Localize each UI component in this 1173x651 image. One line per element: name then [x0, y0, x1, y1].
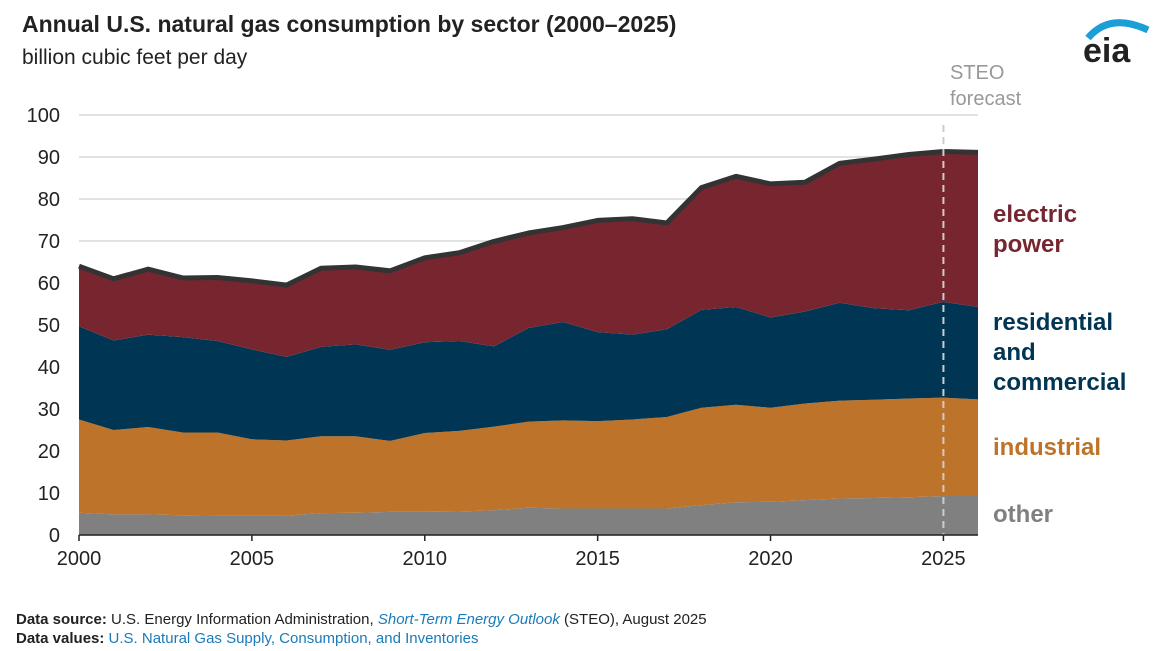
area	[79, 301, 978, 441]
x-tick-label: 2000	[57, 548, 102, 570]
x-tick-label: 2015	[575, 548, 620, 570]
footer-link[interactable]: U.S. Natural Gas Supply, Consumption, an…	[108, 630, 479, 647]
footer-text: U.S. Energy Information Administration,	[111, 611, 374, 628]
y-tick-label: 20	[38, 441, 60, 463]
y-tick-label: 100	[27, 105, 60, 127]
y-tick-label: 40	[38, 357, 60, 379]
series-label: residential and commercial	[993, 309, 1127, 397]
area	[79, 495, 978, 535]
footer-label: Data source:	[16, 611, 107, 628]
x-tick-label: 2025	[921, 548, 966, 570]
area	[79, 397, 978, 516]
y-tick-label: 0	[49, 525, 60, 547]
x-tick-label: 2005	[230, 548, 275, 570]
annotation: STEO forecast	[950, 62, 1022, 110]
series-label: other	[993, 501, 1053, 529]
x-tick-label: 2020	[748, 548, 793, 570]
x-tick-label: 2010	[403, 548, 448, 570]
y-tick-label: 30	[38, 399, 60, 421]
y-tick-label: 50	[38, 315, 60, 337]
chart-title: Annual U.S. natural gas consumption by s…	[22, 11, 676, 37]
footer-source: Data source: U.S. Energy Information Adm…	[16, 611, 707, 628]
y-tick-label: 10	[38, 483, 60, 505]
series-label: industrial	[993, 433, 1102, 461]
total-line	[78, 149, 979, 288]
area	[79, 151, 978, 357]
footer-label: Data values:	[16, 630, 105, 647]
footer-link[interactable]: Short-Term Energy Outlook	[377, 611, 560, 628]
footer-values: Data values: U.S. Natural Gas Supply, Co…	[16, 630, 478, 647]
footer-text: (STEO), August 2025	[564, 611, 707, 628]
logo: eia	[1083, 32, 1131, 70]
y-tick-label: 90	[38, 147, 60, 169]
logo-arc	[1085, 19, 1150, 41]
series-label: electric power	[993, 200, 1078, 258]
y-tick-label: 60	[38, 273, 60, 295]
y-tick-label: 70	[38, 231, 60, 253]
chart-subtitle: billion cubic feet per day	[22, 46, 248, 69]
y-tick-label: 80	[38, 189, 60, 211]
